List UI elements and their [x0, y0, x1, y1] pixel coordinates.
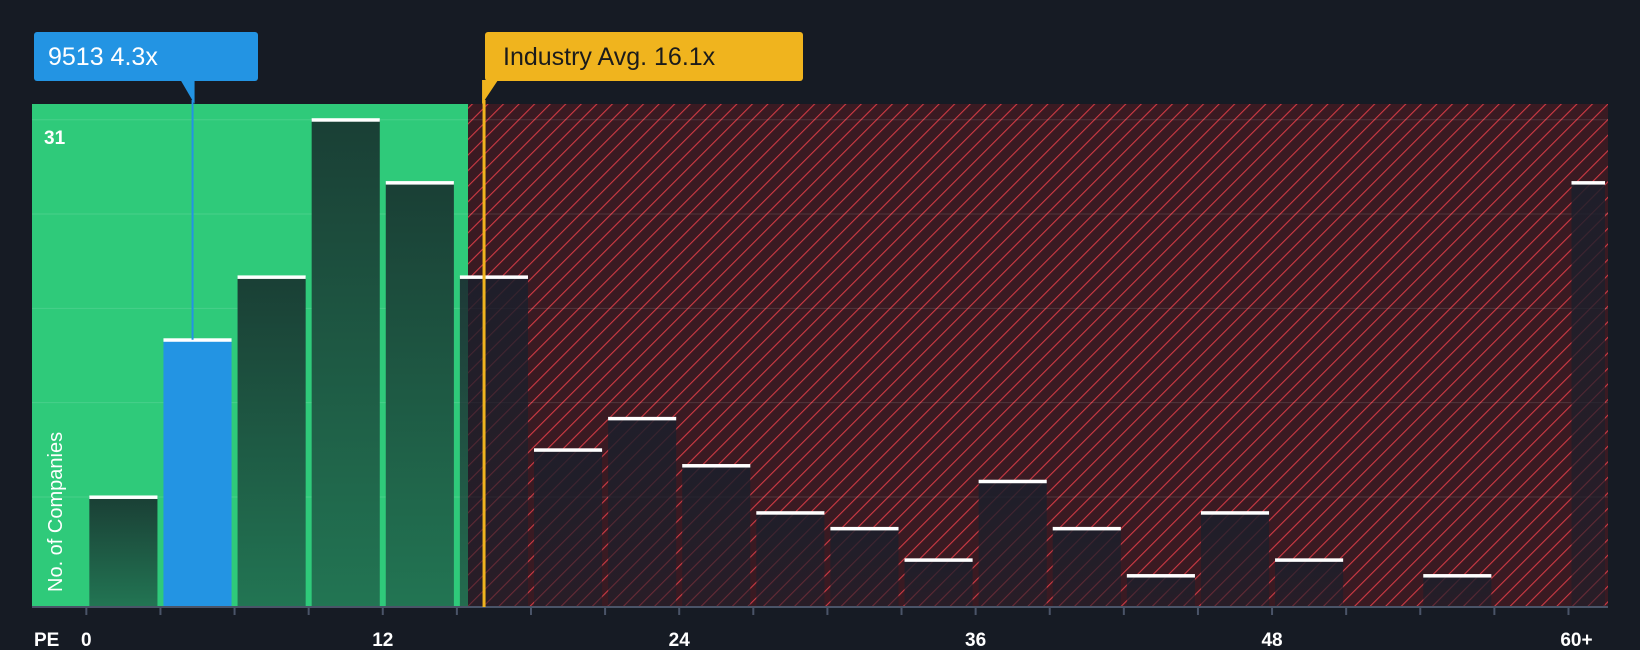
histogram-bar [459, 276, 528, 607]
bar-cap [904, 558, 973, 562]
histogram-bar [904, 559, 973, 607]
x-tick-label: 12 [372, 630, 393, 650]
histogram-bar [1275, 559, 1344, 607]
bar-cap [830, 526, 899, 531]
bar-cap [533, 448, 603, 452]
x-tick-label: 60+ [1560, 630, 1592, 650]
company-callout-pointer [180, 80, 195, 104]
bar-cap [608, 416, 677, 421]
bar-cap [459, 275, 528, 279]
company-callout-label: 9513 4.3x [48, 43, 158, 71]
company-callout-box [34, 32, 258, 81]
bar-cap [1052, 526, 1121, 531]
bar-cap [978, 479, 1047, 484]
bar-cap [237, 275, 306, 279]
histogram-bar [1423, 575, 1492, 607]
bar-cap [682, 464, 751, 468]
histogram-bar [682, 465, 751, 607]
bar-cap [756, 511, 825, 515]
histogram-bar [385, 182, 454, 607]
x-tick-label: 24 [669, 630, 691, 650]
histogram-bar [237, 276, 306, 607]
bar-cap [311, 118, 380, 122]
industry-callout-pointer [482, 80, 499, 104]
company-bar [163, 339, 232, 607]
y-max-label: 31 [44, 128, 66, 149]
x-axis-ticks: 0 12 24 36 48 60+ [81, 607, 1593, 650]
histogram-bar [756, 512, 825, 607]
histogram-bar [608, 418, 677, 607]
industry-callout-label: Industry Avg. 16.1x [503, 43, 716, 71]
histogram-bar [978, 481, 1047, 607]
bar-cap [163, 338, 232, 342]
x-axis-label: PE [34, 630, 59, 650]
bar-cap [1571, 181, 1605, 185]
histogram-bar [89, 496, 158, 607]
x-tick-label: 36 [965, 630, 986, 650]
bar-cap [1200, 511, 1270, 515]
company-marker: 9513 4.3x [34, 32, 258, 340]
industry-callout-box [485, 32, 803, 81]
bar-cap [1423, 574, 1492, 578]
histogram-bar [533, 449, 603, 607]
x-tick-label: 0 [81, 630, 92, 650]
bar-cap [1126, 574, 1195, 578]
bar-cap [89, 495, 158, 499]
histogram-bar [1571, 182, 1605, 607]
bar-cap [1275, 558, 1344, 562]
histogram-bars [89, 118, 1605, 607]
histogram-bar [830, 528, 899, 607]
histogram-bar [1052, 528, 1121, 607]
bar-cap [385, 181, 454, 185]
histogram-bar [311, 119, 380, 607]
industry-marker: Industry Avg. 16.1x [482, 32, 803, 607]
histogram-bar [1200, 512, 1270, 607]
y-axis-label: No. of Companies [45, 432, 67, 592]
x-tick-label: 48 [1261, 630, 1282, 650]
histogram-bar [1126, 575, 1195, 607]
